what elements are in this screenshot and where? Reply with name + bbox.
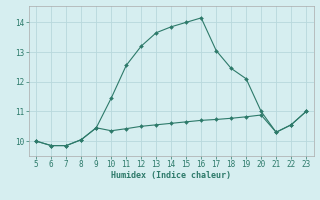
X-axis label: Humidex (Indice chaleur): Humidex (Indice chaleur) [111, 171, 231, 180]
